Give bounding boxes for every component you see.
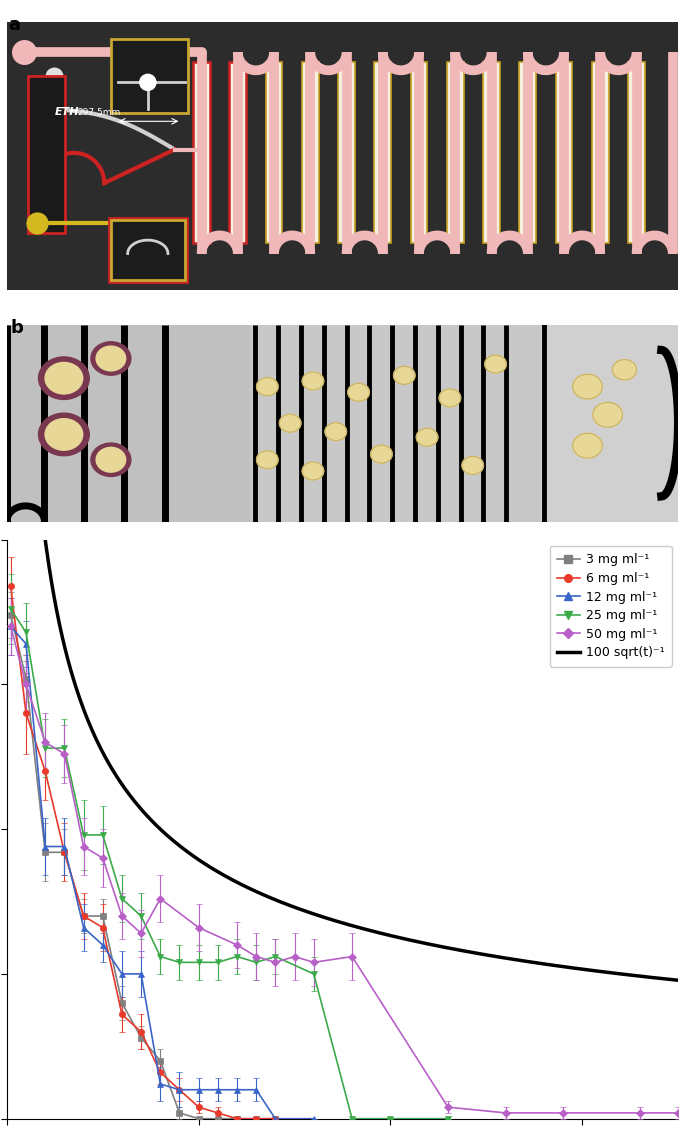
Bar (628, 62, 645, 243)
Bar (109, 218, 187, 282)
Bar (556, 62, 573, 243)
Circle shape (45, 419, 83, 450)
Circle shape (393, 366, 415, 384)
Circle shape (45, 363, 83, 394)
Bar (338, 62, 355, 243)
Circle shape (573, 433, 602, 458)
Circle shape (257, 451, 278, 469)
Text: a: a (8, 16, 20, 34)
Circle shape (593, 402, 623, 427)
Circle shape (612, 359, 636, 380)
Circle shape (279, 415, 301, 432)
Bar (229, 62, 246, 243)
Circle shape (348, 383, 369, 401)
Bar (252, 324, 534, 522)
Circle shape (257, 377, 278, 395)
Bar (519, 62, 536, 243)
Bar (540, 324, 678, 522)
Circle shape (371, 445, 393, 463)
Bar (7, 324, 249, 522)
Bar (483, 62, 500, 243)
Bar (111, 220, 185, 280)
Circle shape (439, 389, 460, 407)
Bar (410, 62, 427, 243)
Circle shape (38, 357, 89, 399)
Bar (447, 62, 464, 243)
Circle shape (416, 428, 438, 446)
Circle shape (91, 443, 131, 477)
Bar (28, 76, 65, 234)
Circle shape (325, 423, 347, 441)
Text: b: b (10, 319, 23, 337)
Circle shape (302, 462, 324, 480)
Bar (302, 62, 319, 243)
Text: 297.5mm: 297.5mm (77, 107, 121, 116)
Bar (592, 62, 609, 243)
Bar (193, 62, 210, 243)
Circle shape (485, 355, 506, 373)
Bar (375, 62, 391, 243)
Circle shape (573, 374, 602, 399)
Text: ETH: ETH (55, 106, 79, 116)
Circle shape (91, 341, 131, 375)
Circle shape (302, 372, 324, 390)
Circle shape (38, 414, 89, 455)
Legend: 3 mg ml⁻¹, 6 mg ml⁻¹, 12 mg ml⁻¹, 25 mg ml⁻¹, 50 mg ml⁻¹, 100 sqrt(t)⁻¹: 3 mg ml⁻¹, 6 mg ml⁻¹, 12 mg ml⁻¹, 25 mg … (549, 546, 672, 667)
Bar (266, 62, 282, 243)
Bar (111, 38, 188, 113)
Circle shape (96, 346, 125, 371)
Circle shape (462, 457, 484, 475)
Circle shape (96, 447, 125, 472)
Circle shape (140, 75, 156, 90)
